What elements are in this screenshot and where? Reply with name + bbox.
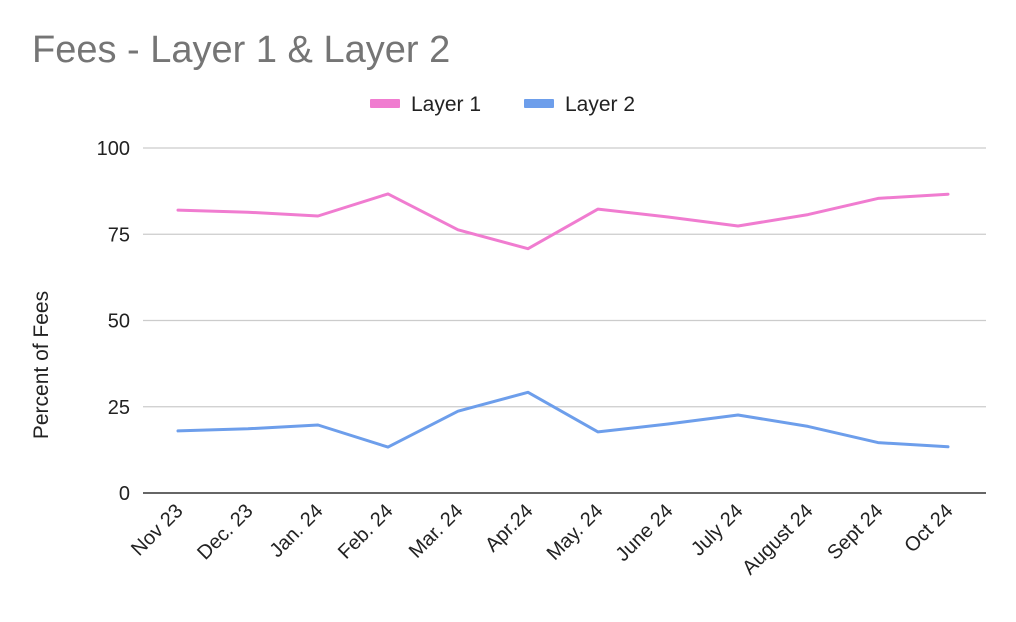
y-tick-label-50: 50 xyxy=(108,311,130,333)
y-tick-label-100: 100 xyxy=(97,138,130,160)
legend-swatch-layer-1 xyxy=(370,99,400,108)
x-tick-label-dec-23: Dec. 23 xyxy=(193,500,257,564)
x-tick-label-apr-24: Apr.24 xyxy=(481,500,537,556)
x-tick-label-mar-24: Mar. 24 xyxy=(405,500,468,563)
y-tick-label-0: 0 xyxy=(119,483,130,505)
series-line-layer-1[interactable] xyxy=(176,192,950,251)
legend-label-layer-2: Layer 2 xyxy=(565,93,635,116)
legend-item-layer-1[interactable]: Layer 1 xyxy=(370,93,481,116)
x-tick-labels: Nov 23 Dec. 23 Jan. 24 Feb. 24 Mar. 24 Apr.24… xyxy=(127,500,957,579)
legend: Layer 1 Layer 2 xyxy=(370,93,635,116)
series-line-layer-2[interactable] xyxy=(176,390,950,449)
x-tick-label-sept-24: Sept 24 xyxy=(823,500,887,564)
legend-label-layer-1: Layer 1 xyxy=(411,93,481,116)
legend-swatch-layer-2 xyxy=(524,99,554,108)
x-tick-label-july-24: July 24 xyxy=(687,500,747,560)
x-tick-label-may-24: May. 24 xyxy=(543,500,608,565)
y-tick-label-75: 75 xyxy=(108,224,130,246)
x-tick-label-august-24: August 24 xyxy=(738,500,817,579)
y-tick-labels: 0 25 50 75 100 xyxy=(97,138,130,505)
y-gridlines xyxy=(143,147,986,494)
legend-item-layer-2[interactable]: Layer 2 xyxy=(524,93,635,116)
x-tick-label-oct-24: Oct 24 xyxy=(900,500,957,557)
chart-title: Fees - Layer 1 & Layer 2 xyxy=(32,29,450,71)
y-tick-label-25: 25 xyxy=(108,397,130,419)
y-axis-title: Percent of Fees xyxy=(30,291,53,439)
x-tick-label-june-24: June 24 xyxy=(612,500,678,566)
x-tick-label-feb-24: Feb. 24 xyxy=(334,500,398,564)
x-tick-label-nov-23: Nov 23 xyxy=(127,500,187,560)
series-lines xyxy=(176,192,950,449)
x-tick-label-jan-24: Jan. 24 xyxy=(266,500,328,562)
